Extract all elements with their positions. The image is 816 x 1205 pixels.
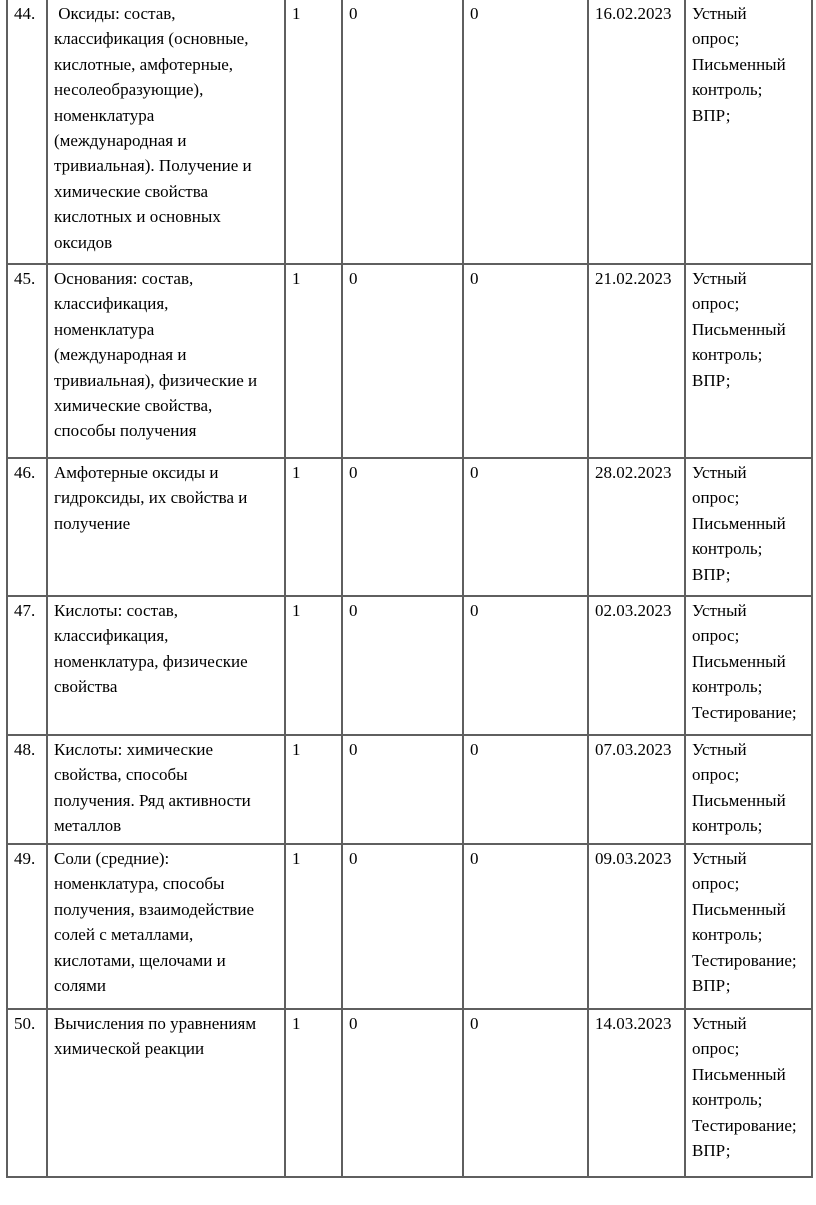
hours-cell: 1: [284, 457, 343, 597]
date-cell: 21.02.2023: [587, 263, 686, 459]
value3-cell: 0: [462, 595, 589, 736]
lesson-number-cell: 50.: [6, 1008, 48, 1178]
date-cell: 14.03.2023: [587, 1008, 686, 1178]
lesson-number-cell: 45.: [6, 263, 48, 459]
lesson-topic-cell: Основания: состав, классификация, номенк…: [46, 263, 286, 459]
value3-cell: 0: [462, 734, 589, 845]
hours-cell: 1: [284, 263, 343, 459]
lesson-topic-cell: Вычисления по уравнениям химической реак…: [46, 1008, 286, 1178]
value2-cell: 0: [341, 843, 464, 1010]
lesson-plan-table: 44. Оксиды: состав, классификация (основ…: [6, 0, 813, 1178]
value2-cell: 0: [341, 263, 464, 459]
assessment-cell: Устный опрос; Письменный контроль;: [684, 734, 813, 845]
assessment-cell: Устный опрос; Письменный контроль; Тести…: [684, 1008, 813, 1178]
table-row: 45. Основания: состав, классификация, но…: [6, 263, 813, 459]
table-row: 50. Вычисления по уравнениям химической …: [6, 1008, 813, 1178]
value3-cell: 0: [462, 457, 589, 597]
hours-cell: 1: [284, 0, 343, 265]
table-row: 46. Амфотерные оксиды и гидроксиды, их с…: [6, 457, 813, 597]
date-cell: 02.03.2023: [587, 595, 686, 736]
assessment-cell: Устный опрос; Письменный контроль; ВПР;: [684, 0, 813, 265]
table-body: 44. Оксиды: состав, классификация (основ…: [6, 0, 813, 1178]
value2-cell: 0: [341, 1008, 464, 1178]
lesson-topic-cell: Оксиды: состав, классификация (основные,…: [46, 0, 286, 265]
hours-cell: 1: [284, 1008, 343, 1178]
date-cell: 28.02.2023: [587, 457, 686, 597]
hours-cell: 1: [284, 595, 343, 736]
assessment-cell: Устный опрос; Письменный контроль; ВПР;: [684, 457, 813, 597]
table-row: 49. Соли (средние): номенклатура, способ…: [6, 843, 813, 1010]
value3-cell: 0: [462, 1008, 589, 1178]
value3-cell: 0: [462, 843, 589, 1010]
value2-cell: 0: [341, 595, 464, 736]
assessment-cell: Устный опрос; Письменный контроль; Тести…: [684, 843, 813, 1010]
assessment-cell: Устный опрос; Письменный контроль; Тести…: [684, 595, 813, 736]
date-cell: 09.03.2023: [587, 843, 686, 1010]
lesson-number-cell: 49.: [6, 843, 48, 1010]
lesson-topic-cell: Амфотерные оксиды и гидроксиды, их свойс…: [46, 457, 286, 597]
lesson-topic-cell: Кислоты: состав, классификация, номенкла…: [46, 595, 286, 736]
date-cell: 16.02.2023: [587, 0, 686, 265]
value2-cell: 0: [341, 0, 464, 265]
value2-cell: 0: [341, 734, 464, 845]
value3-cell: 0: [462, 0, 589, 265]
table-row: 48. Кислоты: химические свойства, способ…: [6, 734, 813, 845]
lesson-number-cell: 44.: [6, 0, 48, 265]
lesson-topic-cell: Кислоты: химические свойства, способы по…: [46, 734, 286, 845]
value3-cell: 0: [462, 263, 589, 459]
hours-cell: 1: [284, 843, 343, 1010]
lesson-topic-cell: Соли (средние): номенклатура, способы по…: [46, 843, 286, 1010]
lesson-number-cell: 48.: [6, 734, 48, 845]
hours-cell: 1: [284, 734, 343, 845]
assessment-cell: Устный опрос; Письменный контроль; ВПР;: [684, 263, 813, 459]
lesson-number-cell: 47.: [6, 595, 48, 736]
date-cell: 07.03.2023: [587, 734, 686, 845]
table-row: 44. Оксиды: состав, классификация (основ…: [6, 0, 813, 265]
table-row: 47. Кислоты: состав, классификация, номе…: [6, 595, 813, 736]
value2-cell: 0: [341, 457, 464, 597]
lesson-number-cell: 46.: [6, 457, 48, 597]
